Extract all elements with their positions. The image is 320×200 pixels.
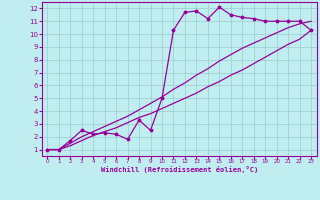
X-axis label: Windchill (Refroidissement éolien,°C): Windchill (Refroidissement éolien,°C) [100, 166, 258, 173]
